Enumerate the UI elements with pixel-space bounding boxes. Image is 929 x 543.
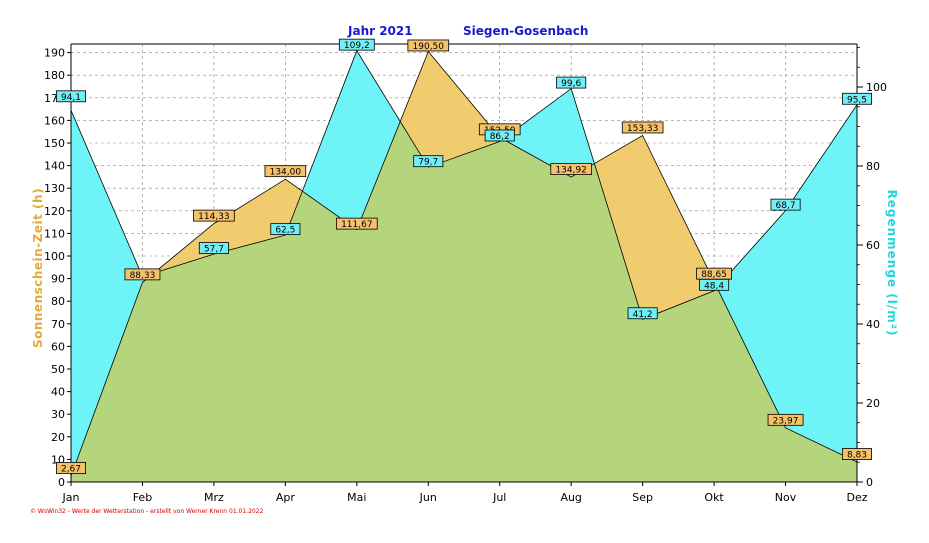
sunshine-line <box>70 50 858 477</box>
y-tick-label-right: 100 <box>866 81 887 94</box>
y-axis-label-left: Sonnenschein-Zeit (h) <box>31 188 45 348</box>
rain-data-label-box <box>56 90 87 103</box>
sunshine-data-label-box <box>621 121 664 134</box>
y-tick-label-left: 140 <box>44 160 65 173</box>
chart-title-year: Jahr 2021 <box>347 24 413 38</box>
sunshine-data-label-box <box>336 217 378 230</box>
sunshine-data-label: 8,83 <box>847 451 867 461</box>
rain-data-label: 68,7 <box>776 201 796 211</box>
sunshine-data-label: 190,50 <box>413 42 445 52</box>
y-tick-label-right: 60 <box>866 239 880 252</box>
y-tick-label-left: 110 <box>44 227 65 240</box>
y-tick-label-left: 50 <box>51 363 65 376</box>
y-tick-label-left: 90 <box>51 273 65 286</box>
sunshine-data-label-box <box>124 268 161 281</box>
footer-credit: © WsWin32 - Werte der Wetterstation - er… <box>30 508 264 515</box>
rain-data-label-box <box>270 223 301 236</box>
sunshine-data-label: 134,00 <box>270 168 302 178</box>
y-tick-label-left: 120 <box>44 205 65 218</box>
sunshine-data-label-box <box>550 163 592 175</box>
rain-data-label-box <box>556 76 587 89</box>
x-tick-label: Nov <box>775 491 797 504</box>
rain-data-label-box <box>770 198 801 211</box>
sunshine-data-label-box <box>193 209 235 222</box>
y-tick-label-left: 0 <box>58 476 65 489</box>
rain-data-label: 41,2 <box>633 310 653 320</box>
y-tick-label-left: 160 <box>44 114 65 127</box>
overlap-area <box>71 51 857 482</box>
x-tick-label: Mai <box>347 491 366 504</box>
sunshine-data-label: 153,33 <box>627 124 659 134</box>
rain-data-label: 109,2 <box>344 41 370 51</box>
y-tick-label-right: 40 <box>866 318 880 331</box>
rain-data-label: 99,6 <box>561 79 581 89</box>
y-tick-label-left: 150 <box>44 137 65 150</box>
x-tick-label: Aug <box>560 491 581 504</box>
rain-data-label-box <box>413 155 444 168</box>
rain-data-label-box <box>627 307 658 320</box>
x-tick-label: Apr <box>276 491 296 504</box>
rain-data-label: 57,7 <box>204 245 224 255</box>
y-tick-label-right: 80 <box>866 160 880 173</box>
y-tick-label-left: 130 <box>44 182 65 195</box>
rain-data-label: 94,1 <box>61 93 81 103</box>
rain-data-label-box <box>338 38 375 51</box>
y-tick-label-left: 190 <box>44 47 65 60</box>
rain-data-label: 86,2 <box>490 132 510 142</box>
x-tick-label: Jul <box>492 491 506 504</box>
sunshine-data-label: 2,67 <box>61 464 81 474</box>
sunshine-data-label-box <box>767 413 804 426</box>
sunshine-data-label-box <box>56 462 87 474</box>
sunshine-data-label: 114,33 <box>198 212 230 222</box>
x-tick-label: Mrz <box>204 491 224 504</box>
chart-title-station: Siegen-Gosenbach <box>463 24 588 38</box>
rain-data-label-box <box>198 242 229 254</box>
sunshine-data-label-box <box>407 39 450 52</box>
rain-data-label: 95,5 <box>847 95 867 105</box>
y-tick-label-left: 60 <box>51 340 65 353</box>
y-axis-label-right: Regenmenge (l/m²) <box>885 190 899 337</box>
rain-data-label: 48,4 <box>704 281 724 291</box>
rain-data-label-box <box>842 92 873 105</box>
x-tick-label: Feb <box>133 491 152 504</box>
rain-data-label: 79,7 <box>418 158 438 168</box>
y-tick-label-left: 180 <box>44 69 65 82</box>
x-tick-label: Dez <box>846 491 867 504</box>
x-tick-label: Okt <box>704 491 724 504</box>
sunshine-data-label: 88,33 <box>130 271 156 281</box>
y-tick-label-right: 20 <box>866 397 880 410</box>
sunshine-data-label: 134,92 <box>555 166 587 176</box>
y-tick-label-left: 100 <box>44 250 65 263</box>
sunshine-data-label: 88,65 <box>701 270 727 280</box>
y-tick-label-left: 30 <box>51 408 65 421</box>
rain-data-label-box <box>699 278 730 291</box>
y-tick-label-left: 80 <box>51 295 65 308</box>
sunshine-data-label: 23,97 <box>773 416 799 426</box>
y-tick-label-left: 70 <box>51 318 65 331</box>
y-tick-label-left: 20 <box>51 431 65 444</box>
sunshine-data-label-box <box>264 165 307 178</box>
rain-data-label: 62,5 <box>275 226 295 236</box>
y-tick-label-right: 0 <box>866 476 873 489</box>
rain-data-label-box <box>484 129 515 142</box>
x-tick-label: Jan <box>62 491 80 504</box>
y-tick-label-left: 40 <box>51 386 65 399</box>
sunshine-data-label: 111,67 <box>341 220 373 230</box>
sunshine-data-label-box <box>842 448 873 460</box>
x-tick-label: Jun <box>419 491 437 504</box>
x-tick-label: Sep <box>632 491 653 504</box>
